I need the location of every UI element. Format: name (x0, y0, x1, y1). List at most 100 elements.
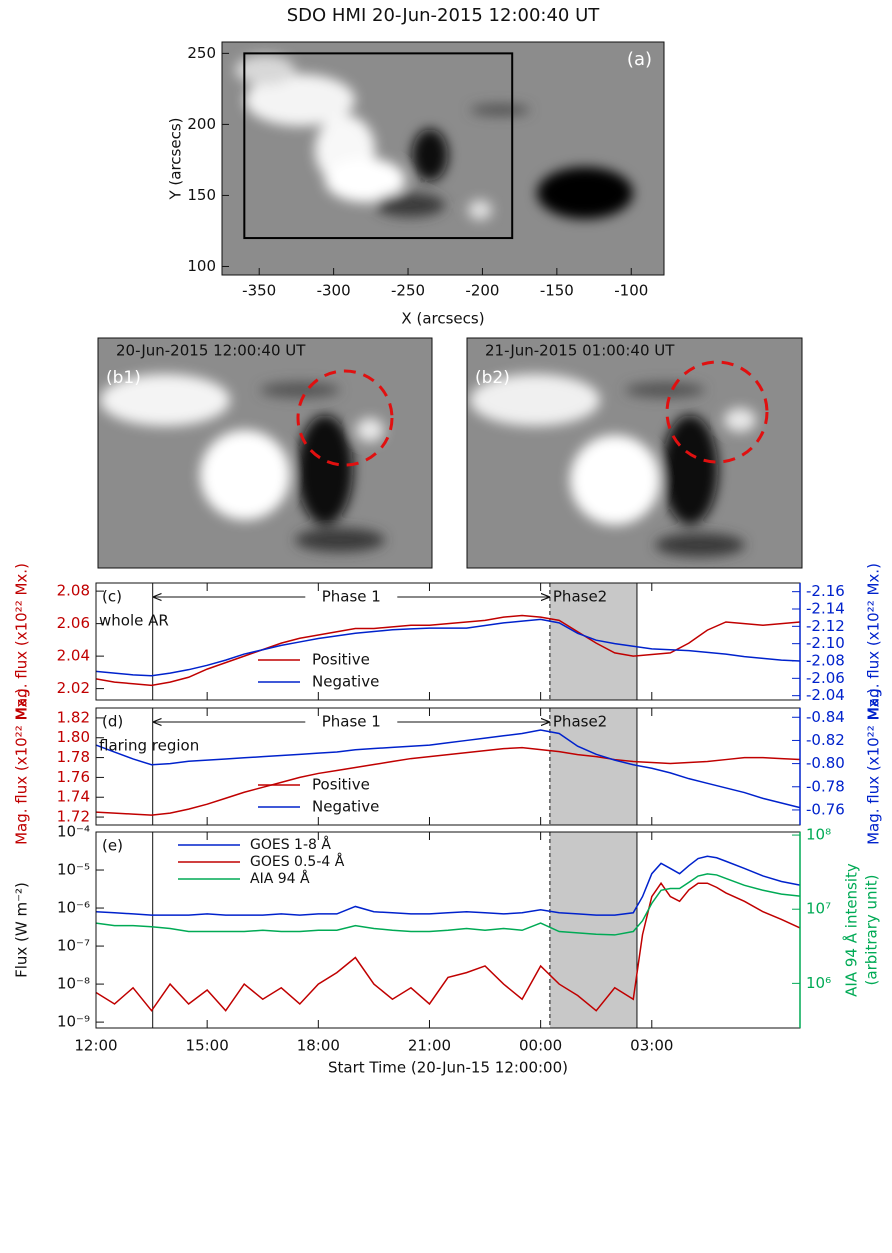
y2-axis-label: Mag. flux (x10²² Mx.) (865, 688, 883, 845)
region-circle (296, 369, 394, 467)
frame (97, 337, 433, 569)
phase2-shade (549, 832, 637, 1028)
y-tick-label: 1.76 (57, 768, 90, 786)
x-axis-label: X (arcsecs) (401, 310, 484, 328)
x-tick-label: 12:00 (74, 1037, 117, 1055)
y-tick-label: 10⁻⁹ (57, 1013, 90, 1031)
phase-label: Phase2 (553, 713, 607, 731)
y2-tick-label: -2.06 (806, 669, 845, 687)
snapshot-label: (b1) (106, 368, 141, 388)
y2-tick-label: -0.78 (806, 777, 845, 795)
region-label: flaring region (99, 737, 199, 755)
magnetogram-b1 (98, 338, 432, 568)
region-box (243, 52, 514, 240)
series-line (95, 881, 801, 1012)
y-tick-label: 2.06 (57, 614, 90, 632)
y2-tick-label: -2.08 (806, 652, 845, 670)
y-tick-label: 1.80 (57, 728, 90, 746)
y-tick-label: 10⁻⁴ (57, 823, 90, 841)
series-line (95, 618, 801, 677)
panel-label: (c) (102, 588, 122, 606)
y2-tick-label: -2.12 (806, 617, 845, 635)
y2-tick-label: -2.16 (806, 582, 845, 600)
y2-tick-label: 10⁸ (806, 826, 831, 844)
series-line (95, 614, 801, 687)
phase2-shade (549, 708, 637, 825)
x-tick-label: -200 (465, 282, 499, 300)
y-tick-label: 2.02 (57, 679, 90, 697)
y-tick-label: 150 (187, 186, 216, 204)
panel-label: (d) (102, 713, 123, 731)
y2-tick-label: -0.80 (806, 754, 845, 772)
legend-label: AIA 94 Å (250, 870, 310, 887)
x-tick-label: -100 (614, 282, 648, 300)
y-tick-label: 200 (187, 115, 216, 133)
phase-label: Phase 1 (322, 588, 381, 606)
y-axis-label: Mag. flux (x10²² Mx.) (13, 563, 31, 720)
y-tick-label: 2.04 (57, 647, 90, 665)
snapshot-date: 21-Jun-2015 01:00:40 UT (485, 342, 675, 360)
snapshot-date: 20-Jun-2015 12:00:40 UT (116, 342, 306, 360)
phase-label: Phase2 (553, 588, 607, 606)
y-tick-label: 1.78 (57, 748, 90, 766)
y-tick-label: 1.82 (57, 708, 90, 726)
chart-title: SDO HMI 20-Jun-2015 12:00:40 UT (287, 5, 601, 26)
y2-tick-label: -0.76 (806, 800, 845, 818)
frame (95, 582, 801, 701)
y2-tick-label: -0.84 (806, 708, 845, 726)
legend-label: Negative (312, 798, 379, 816)
y2-tick-label: 10⁷ (806, 900, 831, 918)
region-label: whole AR (99, 612, 169, 630)
y-tick-label: 10⁻⁷ (57, 937, 90, 955)
x-tick-label: 00:00 (519, 1037, 562, 1055)
y-axis-label: Flux (W m⁻²) (13, 882, 31, 978)
y2-tick-label: 10⁶ (806, 974, 831, 992)
y2-tick-label: -2.04 (806, 686, 845, 704)
x-tick-label: 21:00 (408, 1037, 451, 1055)
legend-label: Negative (312, 673, 379, 691)
y-tick-label: 1.72 (57, 808, 90, 826)
y2-tick-label: -0.82 (806, 731, 845, 749)
y-tick-label: 10⁻⁶ (57, 899, 90, 917)
panel-label: (e) (102, 837, 123, 855)
panel-label: (a) (627, 49, 652, 70)
frame (466, 337, 803, 569)
x-tick-label: 15:00 (186, 1037, 229, 1055)
magnetogram-b2 (467, 338, 802, 568)
x-tick-label: -250 (391, 282, 425, 300)
y-axis-label: Y (arcsecs) (167, 117, 185, 200)
x-tick-label: -300 (317, 282, 351, 300)
y2-axis-label: Mag. flux (x10²² Mx.) (865, 563, 883, 720)
series-line (95, 729, 801, 809)
legend-label: Positive (312, 776, 370, 794)
y-tick-label: 10⁻⁵ (57, 861, 90, 879)
phase-label: Phase 1 (322, 713, 381, 731)
y2-tick-label: -2.14 (806, 600, 845, 618)
frame (95, 707, 801, 826)
x-axis-label: Start Time (20-Jun-15 12:00:00) (328, 1059, 568, 1077)
series-line (95, 873, 801, 936)
y-tick-label: 100 (187, 257, 216, 275)
legend-label: GOES 0.5-4 Å (250, 853, 345, 870)
x-tick-label: 03:00 (630, 1037, 673, 1055)
x-tick-label: -150 (540, 282, 574, 300)
y2-axis-label: AIA 94 Å intensity (842, 863, 861, 997)
frame (221, 41, 665, 276)
y-tick-label: 2.08 (57, 582, 90, 600)
y-tick-label: 250 (187, 44, 216, 62)
series-line (95, 746, 801, 816)
magnetogram-a (222, 42, 664, 275)
x-tick-label: -350 (242, 282, 276, 300)
y2-axis-label: (arbitrary unit) (863, 875, 881, 986)
series-line (95, 855, 801, 916)
legend-label: GOES 1-8 Å (250, 836, 331, 853)
x-tick-label: 18:00 (297, 1037, 340, 1055)
y-axis-label: Mag. flux (x10²² Mx.) (13, 688, 31, 845)
snapshot-label: (b2) (475, 368, 510, 388)
y2-tick-label: -2.10 (806, 634, 845, 652)
region-circle (665, 360, 769, 464)
legend-label: Positive (312, 651, 370, 669)
